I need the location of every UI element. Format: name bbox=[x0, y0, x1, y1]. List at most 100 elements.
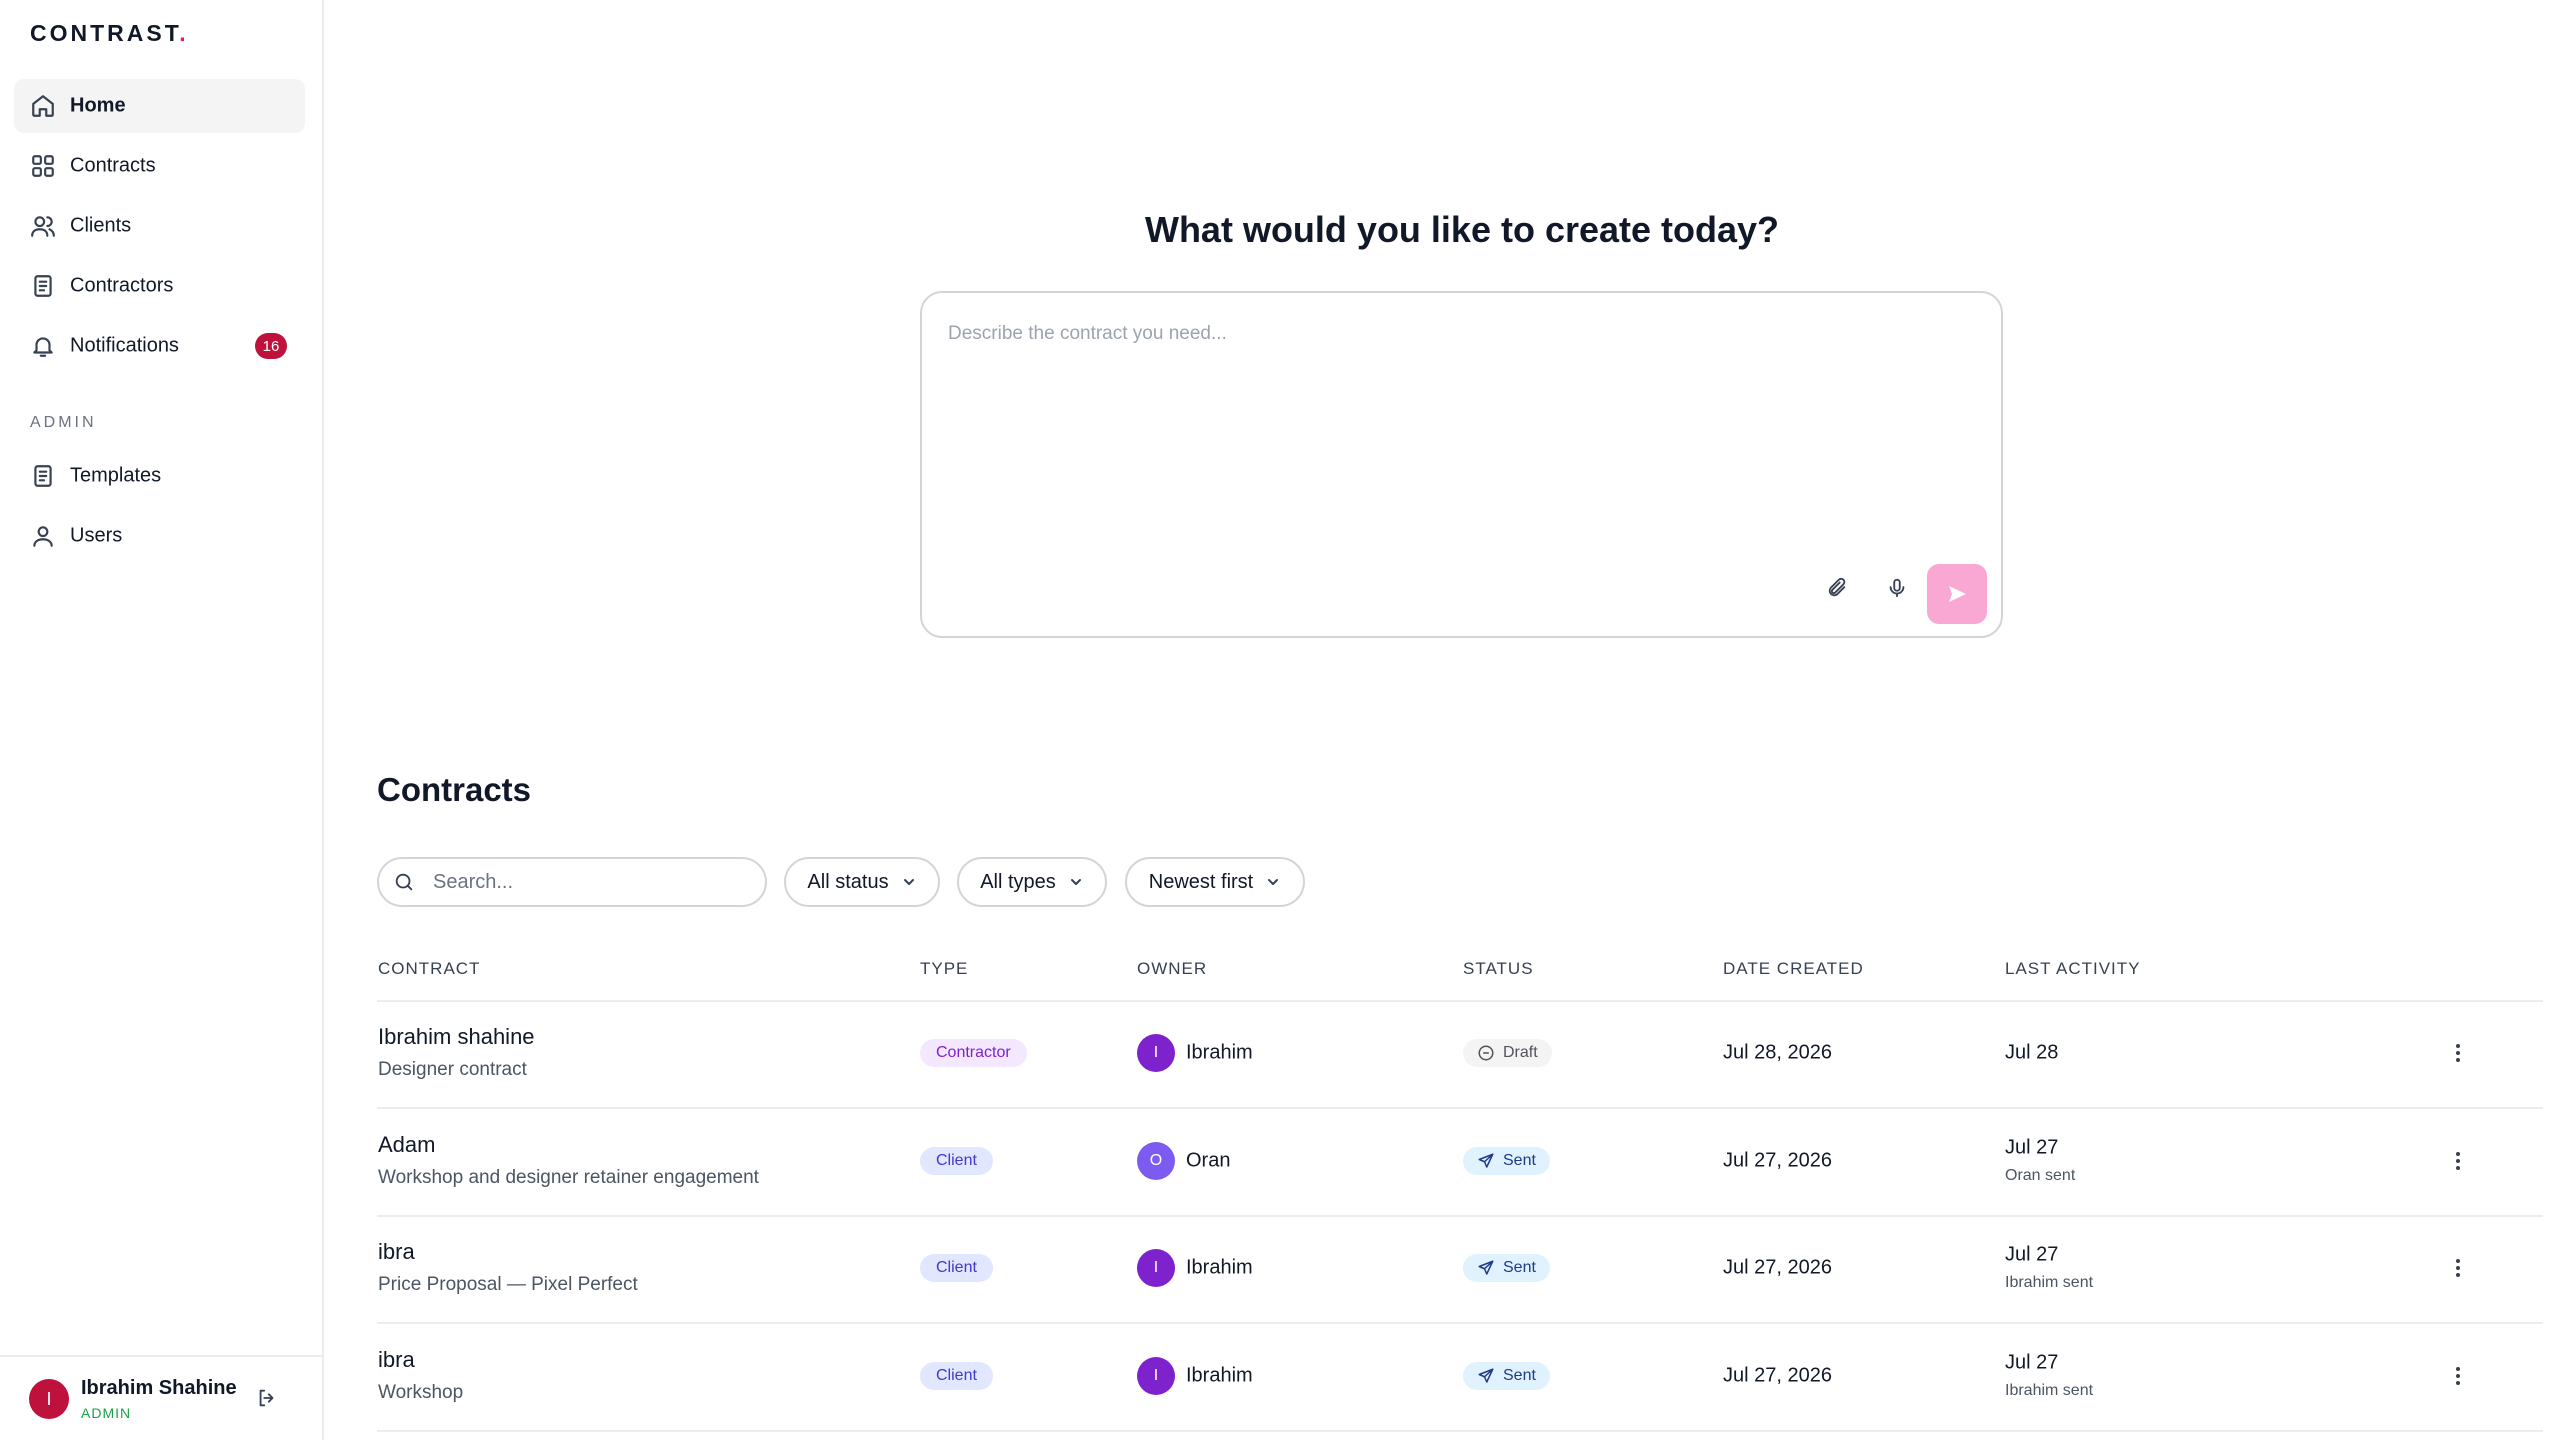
type-badge: Client bbox=[920, 1254, 993, 1282]
last-activity-note: Oran sent bbox=[2005, 1166, 2076, 1184]
nav-icon bbox=[30, 523, 56, 554]
filter-dropdown[interactable]: All status bbox=[784, 857, 940, 907]
user-footer: I Ibrahim Shahine ADMIN bbox=[0, 1355, 322, 1442]
prompt-box[interactable]: Describe the contract you need... bbox=[920, 291, 2003, 638]
contract-title: Ibrahim shahine bbox=[378, 1024, 535, 1049]
nav-item[interactable]: Users bbox=[14, 509, 305, 563]
type-badge: Contractor bbox=[920, 1039, 1027, 1067]
heading: What would you like to create today? bbox=[1144, 209, 1780, 250]
search-icon bbox=[393, 871, 415, 899]
nav-item[interactable]: Notifications 16 bbox=[14, 319, 305, 373]
user-name: Ibrahim Shahine bbox=[81, 1377, 237, 1399]
date-created: Jul 27, 2026 bbox=[1723, 1256, 1832, 1279]
nav-item[interactable]: Contractors bbox=[14, 259, 305, 313]
attach-button[interactable] bbox=[1826, 577, 1848, 604]
contract-title: ibra bbox=[378, 1239, 415, 1264]
nav-icon bbox=[30, 333, 56, 364]
user-avatar: I bbox=[29, 1379, 69, 1419]
contract-title: ibra bbox=[378, 1346, 415, 1372]
nav-label: Home bbox=[70, 94, 126, 117]
nav-icon bbox=[30, 273, 56, 304]
filter-label: Newest first bbox=[1148, 870, 1254, 893]
row-menu[interactable] bbox=[2454, 1364, 2462, 1393]
filter-label: All types bbox=[980, 870, 1056, 893]
row-menu[interactable] bbox=[2454, 1256, 2462, 1285]
type-badge: Client bbox=[920, 1361, 993, 1390]
status-label: Draft bbox=[1503, 1044, 1538, 1061]
nav-icon bbox=[30, 213, 56, 244]
last-activity-note: Ibrahim sent bbox=[2005, 1381, 2094, 1399]
owner-avatar: I bbox=[1137, 1356, 1175, 1395]
last-activity-date: Jul 27 bbox=[2005, 1351, 2059, 1373]
nav-item[interactable]: Home bbox=[14, 79, 305, 133]
nav-label: Users bbox=[70, 524, 123, 547]
owner-avatar: I bbox=[1137, 1034, 1175, 1072]
row-divider bbox=[377, 1000, 2543, 1002]
nav-item[interactable]: Clients bbox=[14, 199, 305, 253]
owner-name: Ibrahim bbox=[1186, 1256, 1253, 1279]
chevron bbox=[1268, 879, 1279, 885]
owner-name: Oran bbox=[1186, 1149, 1231, 1171]
row-divider bbox=[377, 1429, 2543, 1432]
status-label: Sent bbox=[1503, 1259, 1536, 1276]
mic-button[interactable] bbox=[1886, 577, 1908, 604]
row-divider bbox=[377, 1214, 2543, 1217]
nav-item[interactable]: Contracts bbox=[14, 139, 305, 193]
owner-avatar: I bbox=[1137, 1249, 1175, 1287]
contract-subtitle: Designer contract bbox=[378, 1059, 527, 1080]
column-header: STATUS bbox=[1463, 959, 1534, 978]
status-badge: Sent bbox=[1463, 1254, 1550, 1282]
chevron bbox=[1070, 879, 1081, 885]
section-label: ADMIN bbox=[30, 414, 97, 431]
contract-subtitle: Price Proposal — Pixel Perfect bbox=[378, 1274, 638, 1295]
search-placeholder: Search... bbox=[433, 870, 514, 893]
row-menu[interactable] bbox=[2454, 1041, 2462, 1070]
date-created: Jul 27, 2026 bbox=[1723, 1364, 1832, 1386]
filter-dropdown[interactable]: Newest first bbox=[1125, 857, 1305, 907]
type-badge: Client bbox=[920, 1146, 993, 1175]
nav-icon bbox=[30, 153, 56, 184]
prompt-placeholder: Describe the contract you need... bbox=[948, 323, 1227, 344]
nav-label: Clients bbox=[70, 214, 132, 237]
row-divider bbox=[377, 1322, 2543, 1324]
logout-button[interactable] bbox=[256, 1387, 278, 1414]
last-activity-date: Jul 28 bbox=[2005, 1041, 2059, 1064]
notification-badge: 16 bbox=[255, 333, 287, 359]
nav-icon bbox=[30, 93, 56, 124]
send-button[interactable] bbox=[1927, 564, 1987, 624]
contract-subtitle: Workshop and designer retainer engagemen… bbox=[378, 1166, 759, 1188]
last-activity-date: Jul 27 bbox=[2005, 1136, 2059, 1158]
column-header: LAST ACTIVITY bbox=[2005, 959, 2141, 978]
nav-icon bbox=[30, 463, 56, 494]
section-title: Contracts bbox=[377, 771, 532, 808]
logo-text: CONTRAST bbox=[30, 20, 180, 46]
status-badge: Sent bbox=[1463, 1361, 1550, 1390]
status-badge: Sent bbox=[1463, 1146, 1550, 1175]
logo-dot: . bbox=[179, 20, 189, 46]
nav-label: Notifications bbox=[70, 334, 179, 357]
logo: CONTRAST. bbox=[30, 20, 189, 47]
column-header: OWNER bbox=[1137, 959, 1208, 978]
row-menu[interactable] bbox=[2454, 1149, 2462, 1178]
search-input[interactable]: Search... bbox=[377, 857, 767, 907]
date-created: Jul 27, 2026 bbox=[1723, 1149, 1832, 1171]
nav-label: Contracts bbox=[70, 154, 156, 177]
contract-title: Adam bbox=[378, 1131, 436, 1157]
column-header: CONTRACT bbox=[378, 959, 481, 978]
column-header: TYPE bbox=[920, 959, 969, 978]
status-badge: Draft bbox=[1463, 1039, 1552, 1067]
column-header: DATE CREATED bbox=[1723, 959, 1864, 978]
filter-dropdown[interactable]: All types bbox=[957, 857, 1107, 907]
nav-label: Contractors bbox=[70, 274, 174, 297]
owner-name: Ibrahim bbox=[1186, 1041, 1253, 1064]
last-activity-date: Jul 27 bbox=[2005, 1243, 2059, 1266]
status-label: Sent bbox=[1503, 1366, 1536, 1384]
nav-item[interactable]: Templates bbox=[14, 449, 305, 503]
owner-avatar: O bbox=[1137, 1141, 1175, 1180]
user-role: ADMIN bbox=[81, 1405, 132, 1421]
filter-label: All status bbox=[807, 870, 889, 893]
nav-label: Templates bbox=[70, 464, 162, 487]
row-divider bbox=[377, 1107, 2543, 1109]
